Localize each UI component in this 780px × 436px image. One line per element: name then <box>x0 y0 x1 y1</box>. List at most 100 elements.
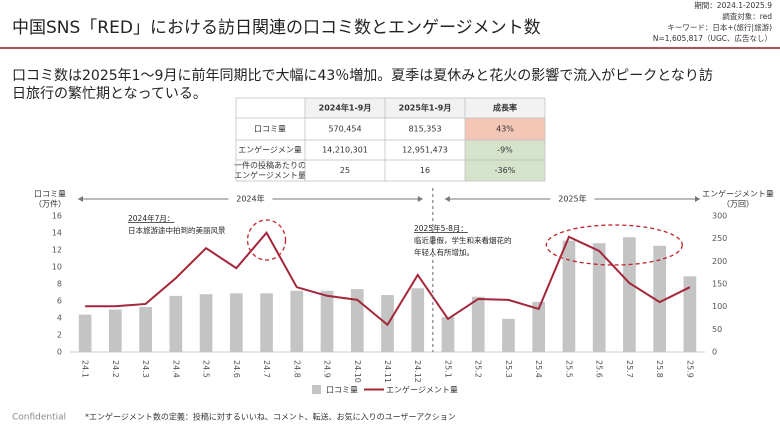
y2-axis-label: （万回） <box>722 200 754 209</box>
table-cell: 815,353 <box>408 125 441 134</box>
table-cell: -9% <box>497 146 513 155</box>
y-tick-label: 16 <box>52 212 62 221</box>
table-cell: 43% <box>496 125 514 134</box>
y-tick-label: 14 <box>52 229 62 238</box>
bar <box>350 289 364 352</box>
x-tick-label: 24.12 <box>413 360 422 383</box>
bar <box>199 294 213 352</box>
annotation-text: 日本旅游途中拍到的美丽风景 <box>128 225 226 235</box>
bar <box>169 295 183 352</box>
y2-tick-label: 250 <box>712 234 727 243</box>
highlight <box>545 224 683 266</box>
y-tick-label: 10 <box>52 263 62 272</box>
growth-cell <box>465 118 545 140</box>
footnote: *エンゲージメント数の定義：投稿に対するいいね、コメント、転送、お気に入りのユー… <box>85 412 456 422</box>
table-cell: 25 <box>340 166 350 175</box>
x-tick-label: 24.6 <box>232 360 241 378</box>
meta-line: キーワード：日本+(旅行|旅游) <box>667 22 772 32</box>
table-cell: 14,210,301 <box>322 146 368 155</box>
x-tick-label: 24.2 <box>111 360 120 378</box>
bar <box>260 293 273 352</box>
page-title: 中国SNS「RED」における訪日関連の口コミ数とエンゲージメント数 <box>12 18 541 38</box>
meta-line: 調査対象：red <box>722 11 772 21</box>
x-tick-label: 25.6 <box>595 360 604 378</box>
y2-tick-label: 150 <box>712 280 727 289</box>
y2-tick-label: 300 <box>712 212 727 221</box>
y2-tick-label: 100 <box>712 302 727 311</box>
period-label: 2024年 <box>236 194 264 204</box>
x-tick-label: 25.5 <box>564 360 573 378</box>
table-cell: 16 <box>420 166 430 175</box>
y2-tick-label: 200 <box>712 257 727 266</box>
row-label: 口コミ量 <box>254 125 286 134</box>
y-tick-label: 8 <box>57 280 62 289</box>
y-tick-label: 12 <box>52 246 62 255</box>
annotation-title: 2025年5-8月： <box>414 223 468 233</box>
legend-label: エンゲージメント量 <box>386 385 458 395</box>
arrow-head <box>695 196 700 202</box>
bar <box>320 290 334 352</box>
y2-tick-label: 50 <box>712 325 722 334</box>
x-tick-label: 25.8 <box>655 360 664 378</box>
legend-swatch <box>312 385 321 394</box>
y-tick-label: 4 <box>57 314 62 323</box>
row-label: 一件の投稿あたりの <box>234 160 306 170</box>
row-label: エンゲージメント量 <box>234 170 306 180</box>
table-header-bg <box>305 98 545 118</box>
meta-line: N=1,605,817（UGC、広告なし） <box>653 33 772 43</box>
bar <box>471 296 485 352</box>
bar <box>592 243 606 352</box>
x-tick-label: 24.11 <box>383 360 392 383</box>
headline: 日旅行の繁忙期となっている。 <box>12 86 207 102</box>
x-tick-label: 24.3 <box>141 360 150 378</box>
x-tick-label: 24.1 <box>81 360 90 378</box>
x-tick-label: 24.9 <box>323 360 332 378</box>
x-tick-label: 24.10 <box>353 360 362 383</box>
period-label: 2025年 <box>558 194 586 204</box>
table-header: 2024年1-9月 <box>319 103 372 113</box>
arrow-head <box>78 196 83 202</box>
bar <box>653 245 666 352</box>
line <box>85 231 691 327</box>
chart: 0246810121416050100150200250300口コミ量（万件）エ… <box>34 188 774 395</box>
annotation-text: 临近暑假，学生和来看烟花的 <box>414 235 512 245</box>
x-tick-label: 24.4 <box>171 360 180 378</box>
highlight <box>246 219 287 261</box>
x-tick-label: 25.9 <box>685 360 694 378</box>
table-cell: -36% <box>495 166 516 175</box>
bar <box>532 301 546 352</box>
bar <box>109 309 122 352</box>
bar <box>229 293 243 352</box>
bar <box>411 288 425 352</box>
annotation-title: 2024年7月： <box>128 213 174 223</box>
x-tick-label: 24.7 <box>262 360 271 378</box>
bar <box>139 306 152 352</box>
y-axis-label: （万件） <box>34 199 66 209</box>
bar <box>290 290 304 352</box>
legend-label: 口コミ量 <box>326 386 358 395</box>
y-tick-label: 2 <box>57 331 62 340</box>
x-tick-label: 25.1 <box>443 360 452 378</box>
bar <box>502 318 515 352</box>
x-tick-label: 25.7 <box>625 360 634 378</box>
x-tick-label: 24.5 <box>202 360 211 378</box>
arrow-head <box>417 196 423 202</box>
y2-tick-label: 0 <box>712 348 717 357</box>
annotation-text: 年轻人有所增加。 <box>414 247 474 257</box>
arrow-head <box>444 196 450 202</box>
table-cell: 12,951,473 <box>402 146 448 155</box>
bar <box>78 314 92 352</box>
growth-cell <box>465 140 545 160</box>
x-tick-label: 24.8 <box>292 360 301 378</box>
meta-line: 期間：2024.1-2025.9 <box>694 1 772 10</box>
row-label: エンゲージメン量 <box>238 145 302 155</box>
meta: 期間：2024.1-2025.9調査対象：redキーワード：日本+(旅行|旅游)… <box>653 1 772 43</box>
x-tick-label: 25.2 <box>474 360 483 378</box>
x-tick-label: 25.3 <box>504 360 513 378</box>
bar <box>441 317 455 352</box>
table-header: 成長率 <box>493 103 517 113</box>
table-header: 2025年1-9月 <box>399 103 452 113</box>
y-tick-label: 0 <box>57 348 62 357</box>
